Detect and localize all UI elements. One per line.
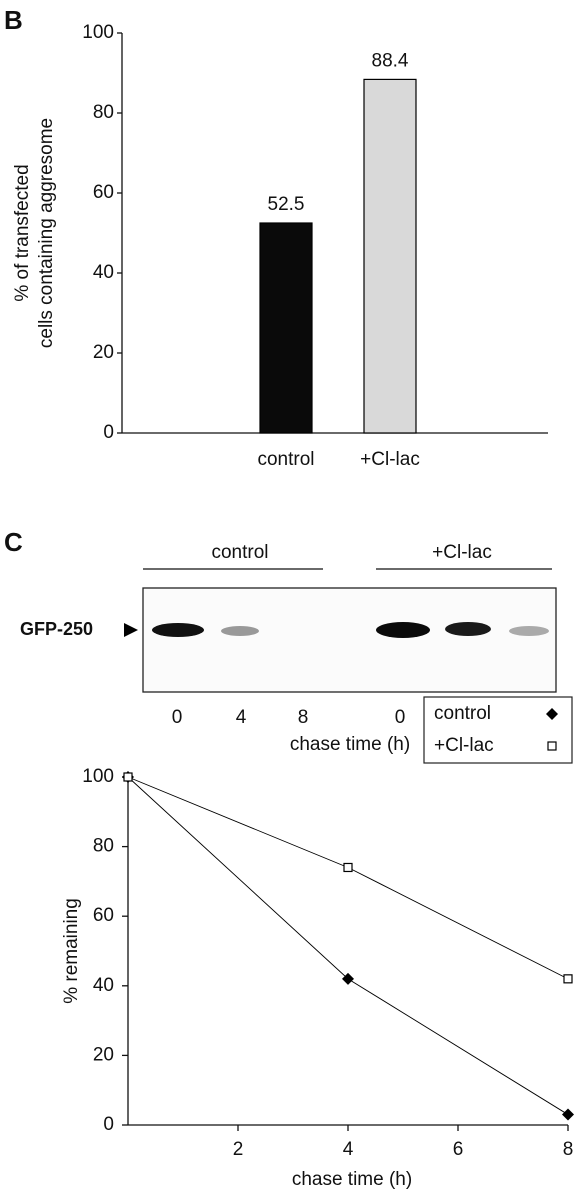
y-axis-label: % remaining [61, 898, 82, 1004]
marker [343, 862, 353, 873]
lane-label: 4 [236, 707, 247, 728]
y-tick-label: 100 [82, 766, 114, 787]
y-tick-label: 40 [93, 262, 114, 283]
legend: control +Cl-lac [423, 696, 573, 764]
panel-label: C [4, 527, 23, 557]
x-axis-label: chase time (h) [292, 1169, 412, 1190]
y-tick-label: 80 [93, 836, 114, 857]
marker [123, 772, 133, 782]
legend-box [423, 696, 573, 764]
y-tick-label: 20 [93, 342, 114, 363]
y-tick-label: 40 [93, 975, 114, 996]
blot: control +Cl-lac GFP-250 0 4 8 0 4 8 chas… [20, 542, 557, 755]
x-tick-label: 6 [453, 1139, 464, 1160]
series-line [127, 776, 569, 980]
arrowhead [124, 623, 138, 637]
y-tick-label: 100 [82, 22, 114, 43]
x-tick-label: 2 [233, 1139, 244, 1160]
x-tick-label: 8 [563, 1139, 574, 1160]
group-label: control [211, 542, 268, 563]
band [152, 623, 204, 637]
marker [546, 708, 558, 720]
band [221, 626, 259, 636]
y-tick-label: 80 [93, 102, 114, 123]
blot-image [142, 587, 557, 693]
x-tick-label: control [257, 449, 314, 470]
marker [342, 972, 354, 985]
panel-label: B [4, 5, 23, 35]
band-label: GFP-250 [20, 619, 93, 639]
y-tick-label: 0 [103, 422, 114, 443]
bar [259, 222, 313, 434]
y-tick-label: 20 [93, 1044, 114, 1065]
legend-label: +Cl-lac [434, 735, 494, 756]
legend-label: control [434, 703, 491, 724]
marker [547, 741, 557, 751]
marker [562, 1108, 574, 1121]
lane-label: 8 [298, 707, 309, 728]
bar [363, 78, 417, 434]
lane-label: 0 [395, 707, 406, 728]
value-label: 88.4 [372, 50, 409, 71]
band [509, 626, 549, 636]
lane-label: 0 [172, 707, 183, 728]
marker [563, 974, 573, 984]
x-tick-label: +Cl-lac [360, 449, 420, 470]
band [376, 622, 430, 638]
x-axis-label: chase time (h) [290, 734, 410, 755]
x-tick-label: 4 [343, 1139, 354, 1160]
value-label: 52.5 [268, 194, 305, 215]
group-label: +Cl-lac [432, 542, 492, 563]
y-tick-label: 0 [103, 1114, 114, 1135]
band [445, 622, 491, 636]
y-axis-label: % of transfected cells containing aggreso… [12, 118, 57, 348]
y-tick-label: 60 [93, 182, 114, 203]
y-tick-label: 60 [93, 905, 114, 926]
